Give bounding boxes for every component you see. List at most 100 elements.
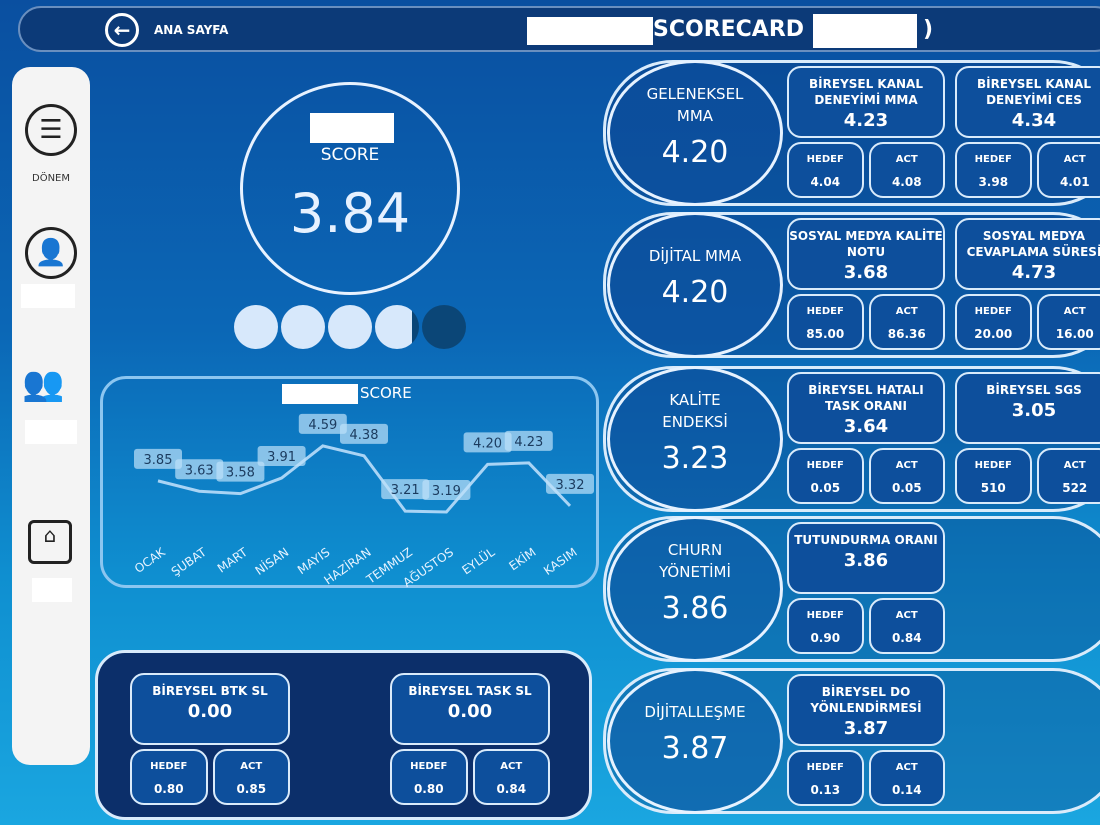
category-value: 3.86 (661, 591, 729, 626)
category-circle[interactable]: DİJİTALLEŞME 3.87 (607, 668, 783, 814)
metric-title: BİREYSEL DO YÖNLENDİRMESİ (810, 685, 922, 715)
hedef-label: HEDEF (974, 154, 1012, 165)
act-card: ACT 0.05 (868, 448, 945, 504)
metric-card[interactable]: BİREYSEL KANAL DENEYİMİ MMA 4.23 (787, 66, 945, 138)
list-icon[interactable]: ☰ (25, 104, 77, 156)
redacted-team (25, 420, 77, 444)
hedef-label: HEDEF (410, 761, 448, 772)
act-label: ACT (895, 610, 918, 621)
metric-value: 3.05 (1011, 400, 1057, 421)
score-value: 3.84 (289, 182, 411, 245)
metric-title: BİREYSEL BTK SL (152, 684, 268, 698)
x-tick-label: HAZİRAN (321, 544, 374, 587)
score-label: SCORE (320, 145, 380, 165)
metric-value: 3.87 (843, 718, 889, 739)
hedef-value: 20.00 (974, 327, 1013, 341)
hedef-label: HEDEF (806, 762, 844, 773)
metric-title: BİREYSEL KANAL DENEYİMİ CES (977, 77, 1091, 107)
act-value: 4.08 (891, 175, 922, 189)
act-card: ACT 0.85 (212, 749, 290, 805)
sidebar-item-donem[interactable]: DÖNEM (32, 173, 70, 184)
category-circle[interactable]: KALİTE ENDEKSİ 3.23 (607, 366, 783, 512)
category-label: GELENEKSEL MMA (646, 85, 744, 125)
act-label: ACT (895, 306, 918, 317)
hedef-label: HEDEF (974, 460, 1012, 471)
hedef-label: HEDEF (806, 306, 844, 317)
hedef-value: 0.05 (810, 481, 841, 495)
hedef-value: 0.13 (810, 783, 841, 797)
act-label: ACT (895, 762, 918, 773)
act-card: ACT 0.84 (472, 749, 550, 805)
metric-card[interactable]: SOSYAL MEDYA CEVAPLAMA SÜRESİ 4.73 (955, 218, 1100, 290)
hedef-card: HEDEF 4.04 (787, 142, 864, 198)
hedef-value: 0.90 (810, 631, 841, 645)
act-card: ACT 86.36 (868, 294, 945, 350)
act-value: 0.84 (496, 782, 527, 796)
x-tick-label: ŞUBAT (169, 545, 210, 579)
metric-title: BİREYSEL SGS (986, 383, 1082, 397)
x-tick-label: EKİM (506, 544, 539, 573)
metric-title: BİREYSEL KANAL DENEYİMİ MMA (809, 77, 923, 107)
data-label: 3.58 (226, 466, 255, 481)
act-label: ACT (1063, 306, 1086, 317)
category-value: 3.23 (661, 441, 729, 476)
x-tick-label: NİSAN (252, 544, 291, 578)
page-title: SCORECARD ( (653, 17, 822, 42)
act-label: ACT (895, 154, 918, 165)
rating-dot (328, 305, 372, 349)
metric-card[interactable]: BİREYSEL TASK SL 0.00 (390, 673, 550, 745)
data-label: 4.59 (308, 418, 337, 433)
redacted-chart-name (282, 384, 358, 404)
category-circle[interactable]: DİJİTAL MMA 4.20 (607, 212, 783, 358)
hedef-card: HEDEF 510 (955, 448, 1032, 504)
metric-card[interactable]: BİREYSEL DO YÖNLENDİRMESİ 3.87 (787, 674, 945, 746)
metric-card[interactable]: BİREYSEL HATALI TASK ORANI 3.64 (787, 372, 945, 444)
data-label-box (216, 461, 265, 482)
home-link[interactable]: ANA SAYFA (154, 23, 229, 37)
category-label: DİJİTAL MMA (648, 247, 742, 265)
metric-value: 4.73 (1011, 262, 1057, 283)
category-circle[interactable]: GELENEKSEL MMA 4.20 (607, 60, 783, 206)
hedef-card: HEDEF 3.98 (955, 142, 1032, 198)
score-chart (100, 376, 599, 588)
data-label: 4.23 (514, 435, 543, 450)
metric-title: BİREYSEL TASK SL (408, 684, 532, 698)
category-circle[interactable]: CHURN YÖNETİMİ 3.86 (607, 516, 783, 662)
user-icon[interactable]: 👤 (25, 227, 77, 279)
redacted-name (527, 17, 653, 45)
data-label: 3.19 (432, 484, 461, 499)
act-value: 0.85 (236, 782, 267, 796)
sidebar (12, 67, 90, 765)
hedef-label: HEDEF (974, 306, 1012, 317)
metric-card[interactable]: BİREYSEL BTK SL 0.00 (130, 673, 290, 745)
back-arrow-icon[interactable]: ← (105, 13, 139, 47)
hedef-card: HEDEF 20.00 (955, 294, 1032, 350)
team-icon[interactable]: 👥 (22, 364, 65, 404)
metric-card[interactable]: BİREYSEL SGS 3.05 (955, 372, 1100, 444)
router-icon[interactable]: ⌂ (28, 520, 72, 564)
data-label-box (298, 413, 347, 434)
data-label-box (422, 480, 471, 501)
hedef-card: HEDEF 0.13 (787, 750, 864, 806)
metric-card[interactable]: TUTUNDURMA ORANI 3.86 (787, 522, 945, 594)
redacted-user (21, 284, 75, 308)
data-label-box (381, 479, 430, 500)
series-line (157, 444, 572, 514)
data-label: 4.38 (350, 428, 379, 443)
metric-card[interactable]: SOSYAL MEDYA KALİTE NOTU 3.68 (787, 218, 945, 290)
chart-title: SCORE (360, 384, 412, 402)
hedef-card: HEDEF 0.80 (130, 749, 208, 805)
act-card: ACT 4.01 (1036, 142, 1100, 198)
x-tick-label: KASIM (541, 545, 580, 578)
data-label: 3.21 (391, 483, 420, 498)
category-label: DİJİTALLEŞME (644, 703, 746, 721)
act-label: ACT (500, 761, 523, 772)
data-label: 4.20 (473, 436, 502, 451)
act-card: ACT 0.14 (868, 750, 945, 806)
x-tick-label: OCAK (132, 544, 169, 576)
data-label-box (340, 423, 388, 444)
metric-card[interactable]: BİREYSEL KANAL DENEYİMİ CES 4.34 (955, 66, 1100, 138)
data-label: 3.85 (144, 453, 173, 468)
metric-value: 0.00 (447, 701, 493, 722)
metric-value: 4.34 (1011, 110, 1057, 131)
